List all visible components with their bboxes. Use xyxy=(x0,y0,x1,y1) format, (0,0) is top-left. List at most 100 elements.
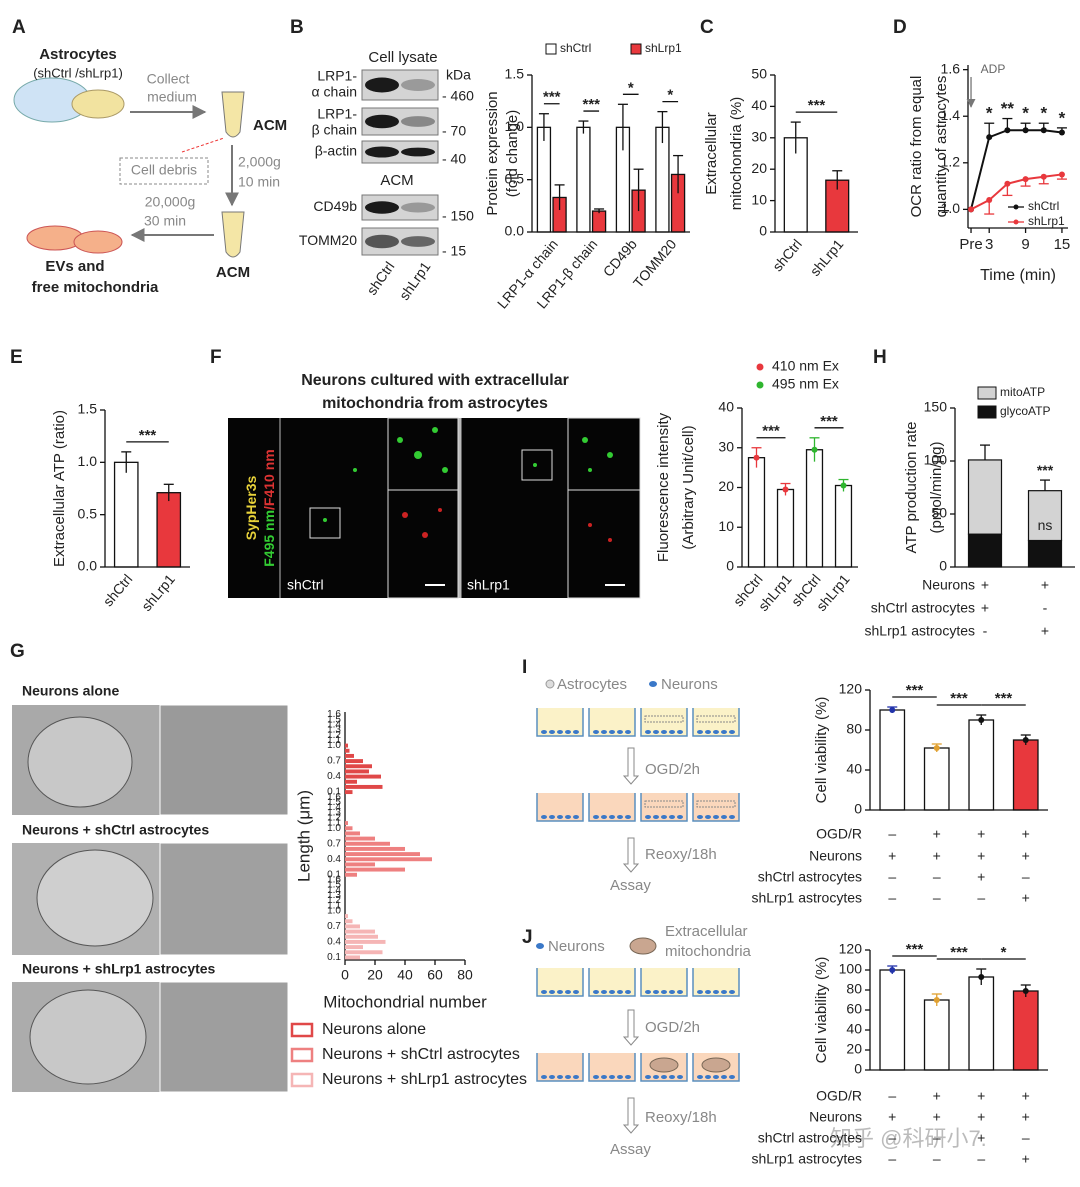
bar xyxy=(345,759,363,764)
condition-label: OGD/R xyxy=(816,1088,862,1104)
cell-icon xyxy=(705,990,711,994)
legend-text: mitochondria xyxy=(665,943,752,960)
bar xyxy=(113,461,139,568)
y-tick-label: 40 xyxy=(846,761,862,777)
insert xyxy=(644,800,684,808)
panel-letter: E xyxy=(10,347,23,368)
y-tick-label: 1.6 xyxy=(327,709,341,720)
step: Reoxy/18h xyxy=(645,846,717,863)
panel-letter: F xyxy=(210,347,222,368)
bar xyxy=(345,929,375,934)
bar xyxy=(923,999,950,1071)
bar xyxy=(879,709,906,811)
lane-label: shCtrl xyxy=(363,259,397,298)
channel-label: F495 nm/F410 nm xyxy=(261,449,277,567)
label: Cell debris xyxy=(131,162,197,178)
y-tick-label: 0.4 xyxy=(327,771,341,782)
condition-value: + xyxy=(1041,577,1049,593)
well xyxy=(536,968,584,997)
cell-icon xyxy=(549,815,555,819)
annotation: ADP xyxy=(981,62,1006,76)
condition-value: + xyxy=(1022,1151,1030,1167)
significance: *** xyxy=(139,427,157,444)
y-tick-label: 30 xyxy=(751,129,767,145)
line xyxy=(970,173,1063,211)
y-axis-label: Extracellular xyxy=(703,112,720,195)
significance: * xyxy=(1040,104,1047,123)
well xyxy=(588,1053,636,1082)
arrow xyxy=(622,837,640,873)
y-tick-label: 1.5 xyxy=(327,880,341,891)
legend-swatch xyxy=(977,405,997,419)
y-tick-label: 1.0 xyxy=(78,453,98,469)
label: EVs and xyxy=(45,258,104,275)
condition-label: Neurons xyxy=(922,577,975,593)
cell-icon xyxy=(609,990,615,994)
y-tick-label: 1.1 xyxy=(327,900,341,911)
mito-icon xyxy=(649,1057,679,1073)
y-axis-label: Protein expression xyxy=(484,91,501,215)
cell-icon xyxy=(729,1075,735,1079)
line xyxy=(970,129,1063,210)
image-label: shLrp1 xyxy=(467,577,510,593)
condition-label: shCtrl astrocytes xyxy=(871,600,975,616)
condition-value: + xyxy=(1022,826,1030,842)
step: OGD/2h xyxy=(645,761,700,778)
dashed-line xyxy=(181,137,225,153)
cell-icon xyxy=(565,1075,571,1079)
cell-icon xyxy=(713,1075,719,1079)
legend-dot xyxy=(1013,219,1019,225)
condition-value: + xyxy=(977,1130,985,1146)
channel-label: SypHer3s xyxy=(243,475,259,540)
label: 2,000g xyxy=(238,154,281,170)
bar xyxy=(345,784,383,789)
condition-label: shLrp1 astrocytes xyxy=(752,1151,863,1167)
cell-icon xyxy=(557,730,563,734)
y-tick-label: 80 xyxy=(846,981,862,997)
well xyxy=(536,1053,584,1082)
y-tick-label: 0.1 xyxy=(327,952,341,963)
bar xyxy=(345,857,432,862)
y-tick-label: 1.2 xyxy=(327,813,341,824)
significance: * xyxy=(628,79,634,96)
significance: *** xyxy=(820,413,838,430)
point xyxy=(1004,180,1011,187)
cell-icon xyxy=(593,1075,599,1079)
mito-icon xyxy=(701,1057,731,1073)
insert xyxy=(644,715,684,723)
condition-value: – xyxy=(1022,869,1030,885)
label: kDa xyxy=(446,67,471,83)
bar xyxy=(345,821,348,826)
label: 30 min xyxy=(144,213,186,229)
y-tick-label: 1.3 xyxy=(327,725,341,736)
y-tick-label: 100 xyxy=(839,961,863,977)
bar xyxy=(345,945,363,950)
bar xyxy=(345,841,390,846)
condition-label: shLrp1 astrocytes xyxy=(752,890,863,906)
image-label: Neurons + shCtrl astrocytes xyxy=(22,822,209,838)
channel-label: /F410 nm xyxy=(261,449,277,510)
y-tick-label: 40 xyxy=(846,1021,862,1037)
bar xyxy=(345,846,405,851)
cell-icon xyxy=(705,815,711,819)
mean-dot xyxy=(782,486,789,493)
point xyxy=(1058,171,1065,178)
significance: *** xyxy=(543,89,561,106)
legend-text: Astrocytes xyxy=(557,676,627,693)
cell-icon xyxy=(601,815,607,819)
cell-icon xyxy=(705,730,711,734)
blot-label: LRP1- xyxy=(317,106,357,122)
condition-value: – xyxy=(933,890,941,906)
cell-icon xyxy=(593,815,599,819)
y-tick-label: 1.0 xyxy=(941,200,961,216)
label: Astrocytes xyxy=(39,46,117,63)
y-axis-label: ATP production rate xyxy=(903,421,920,553)
mean-dot xyxy=(889,967,896,973)
y-tick-label: 0.7 xyxy=(327,921,341,932)
bar xyxy=(345,779,357,784)
condition-value: – xyxy=(888,890,896,906)
cell-icon xyxy=(677,1075,683,1079)
condition-value: + xyxy=(981,600,989,616)
x-tick-label: 0 xyxy=(341,967,349,983)
x-tick-label: CD49b xyxy=(600,236,640,280)
